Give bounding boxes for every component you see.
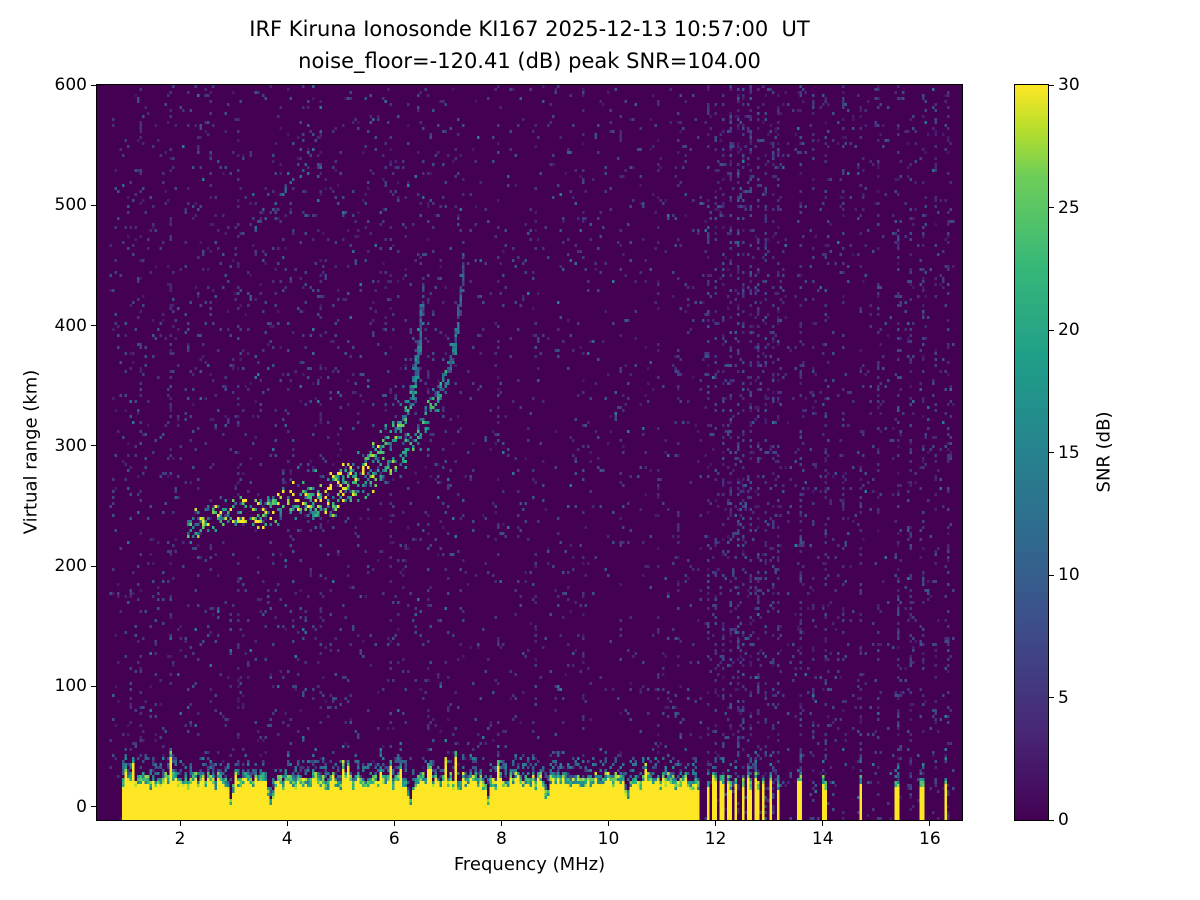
colorbar-tick-label: 25 bbox=[1058, 197, 1080, 218]
colorbar-label: SNR (dB) bbox=[1093, 411, 1115, 493]
y-tick-label: 300 bbox=[54, 435, 87, 456]
x-tick-mark bbox=[286, 821, 288, 826]
x-tick-label: 2 bbox=[174, 829, 186, 849]
y-tick-label: 200 bbox=[54, 556, 87, 577]
x-tick-mark bbox=[500, 821, 502, 826]
colorbar-tick-label: 5 bbox=[1058, 687, 1069, 708]
y-tick-label: 500 bbox=[54, 195, 87, 216]
x-tick-label: 4 bbox=[281, 829, 293, 849]
x-tick-mark bbox=[715, 821, 717, 826]
colorbar-tick-mark bbox=[1049, 574, 1054, 576]
colorbar-tick-mark bbox=[1049, 84, 1054, 86]
x-tick-label: 10 bbox=[597, 829, 620, 849]
colorbar-tick-mark bbox=[1049, 207, 1054, 208]
x-tick-mark bbox=[393, 821, 395, 826]
colorbar-tick-label: 0 bbox=[1058, 810, 1069, 830]
y-tick-label: 100 bbox=[54, 676, 87, 697]
y-tick-mark bbox=[91, 204, 96, 206]
y-tick-mark bbox=[91, 445, 96, 447]
y-tick-label: 400 bbox=[54, 315, 87, 336]
colorbar-tick-mark bbox=[1049, 697, 1054, 698]
y-tick-mark bbox=[91, 325, 96, 327]
colorbar-gradient bbox=[1014, 84, 1049, 821]
x-tick-label: 8 bbox=[495, 829, 507, 849]
chart-title: IRF Kiruna Ionosonde KI167 2025-12-13 10… bbox=[249, 17, 810, 41]
x-tick-mark bbox=[179, 821, 181, 826]
plot-area bbox=[96, 84, 963, 821]
colorbar-tick-mark bbox=[1049, 452, 1054, 453]
x-tick-mark bbox=[608, 821, 609, 826]
x-axis-label: Frequency (MHz) bbox=[453, 854, 606, 875]
x-tick-label: 14 bbox=[811, 829, 834, 849]
chart-subtitle: noise_floor=-120.41 (dB) peak SNR=104.00 bbox=[298, 49, 761, 73]
y-tick-label: 0 bbox=[76, 796, 87, 817]
x-tick-label: 12 bbox=[704, 829, 727, 849]
x-tick-label: 16 bbox=[919, 829, 941, 849]
colorbar-tick-label: 10 bbox=[1058, 565, 1080, 585]
y-tick-mark bbox=[91, 565, 96, 567]
x-tick-mark bbox=[822, 821, 824, 826]
y-tick-label: 600 bbox=[54, 75, 87, 95]
y-tick-mark bbox=[91, 84, 96, 86]
colorbar-tick-mark bbox=[1049, 329, 1054, 331]
x-tick-label: 6 bbox=[388, 829, 400, 849]
x-tick-mark bbox=[929, 821, 931, 826]
ionogram-heatmap bbox=[97, 85, 962, 820]
y-tick-mark bbox=[91, 806, 96, 808]
colorbar-tick-label: 15 bbox=[1058, 442, 1080, 463]
y-tick-mark bbox=[91, 685, 96, 687]
colorbar-tick-mark bbox=[1049, 819, 1054, 821]
colorbar-tick-label: 20 bbox=[1058, 320, 1080, 340]
colorbar-tick-label: 30 bbox=[1058, 75, 1080, 95]
